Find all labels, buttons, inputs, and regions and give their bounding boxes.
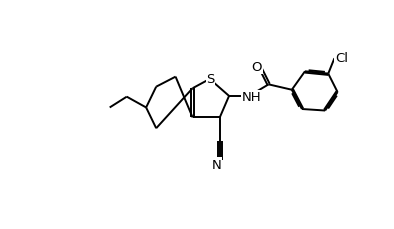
Text: N: N [212,158,221,171]
Text: NH: NH [242,91,261,104]
Text: O: O [252,61,262,74]
Text: S: S [206,72,215,85]
Text: Cl: Cl [335,52,348,65]
